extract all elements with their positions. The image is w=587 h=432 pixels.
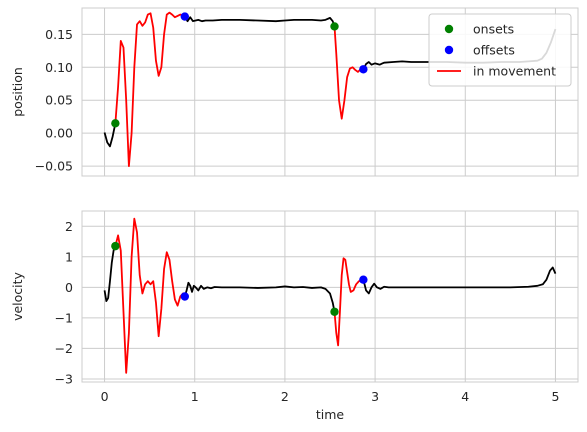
in-movement-series-line <box>114 11 186 168</box>
x-tick-label: 4 <box>461 389 469 404</box>
legend-label: offsets <box>473 43 515 58</box>
position-axis-label: position <box>10 67 25 117</box>
in-movement-series-line <box>114 217 186 374</box>
y-tick-label: −2 <box>55 341 73 356</box>
velocity-axis-label: velocity <box>10 271 25 320</box>
legend-label: in movement <box>473 64 556 79</box>
velocity-markers <box>111 241 368 316</box>
position-axes-frame <box>81 7 579 177</box>
legend-marker <box>444 24 454 34</box>
velocity-panel: −3 −2 −1 0 1 2 0 1 2 3 4 5 velocity time <box>10 210 579 422</box>
signal-series-line <box>362 266 557 295</box>
offset-marker <box>359 275 368 284</box>
signal-series-line <box>183 281 336 312</box>
onset-marker <box>330 307 339 316</box>
signal-series-line <box>184 16 336 27</box>
velocity-y-tick-labels: −3 −2 −1 0 1 2 <box>55 219 73 387</box>
position-markers <box>111 12 368 128</box>
y-tick-label: 0 <box>65 280 73 295</box>
x-tick-label: 5 <box>551 389 559 404</box>
y-tick-label: −3 <box>55 371 73 386</box>
onset-marker <box>330 22 339 31</box>
time-x-tick-labels: 0 1 2 3 4 5 <box>101 389 560 404</box>
legend-box <box>428 13 572 87</box>
time-axis-label: time <box>316 407 345 422</box>
position-y-tick-labels: −0.05 0.00 0.05 0.10 0.15 <box>35 27 73 174</box>
in-movement-series-line <box>333 26 364 120</box>
onset-marker <box>111 119 120 128</box>
y-tick-label: 0.00 <box>45 126 73 141</box>
y-tick-label: 0.15 <box>45 27 73 42</box>
y-tick-label: 1 <box>65 249 73 264</box>
in-movement-series-line <box>333 257 364 347</box>
offset-marker <box>180 12 190 21</box>
x-tick-label: 3 <box>371 389 379 404</box>
position-panel: −0.05 0.00 0.05 0.10 0.15 position onsets off… <box>10 7 579 177</box>
velocity-grid <box>82 211 578 382</box>
legend: onsets offsets in movement <box>428 13 572 87</box>
y-tick-label: 2 <box>65 219 73 234</box>
legend-marker <box>444 45 454 55</box>
y-tick-label: −1 <box>55 310 73 325</box>
velocity-series <box>103 217 557 374</box>
x-tick-label: 0 <box>101 389 109 404</box>
velocity-axes-frame <box>81 210 579 383</box>
y-tick-label: −0.05 <box>35 159 73 174</box>
y-tick-label: 0.10 <box>45 60 73 75</box>
legend-label: onsets <box>473 22 514 37</box>
offset-marker <box>180 292 190 301</box>
signal-series-line <box>103 245 117 302</box>
onset-marker <box>111 241 120 251</box>
signal-series-line <box>103 123 117 148</box>
offset-marker <box>359 65 368 74</box>
y-tick-label: 0.05 <box>45 93 73 108</box>
x-tick-label: 1 <box>191 389 199 404</box>
x-tick-label: 2 <box>281 389 289 404</box>
